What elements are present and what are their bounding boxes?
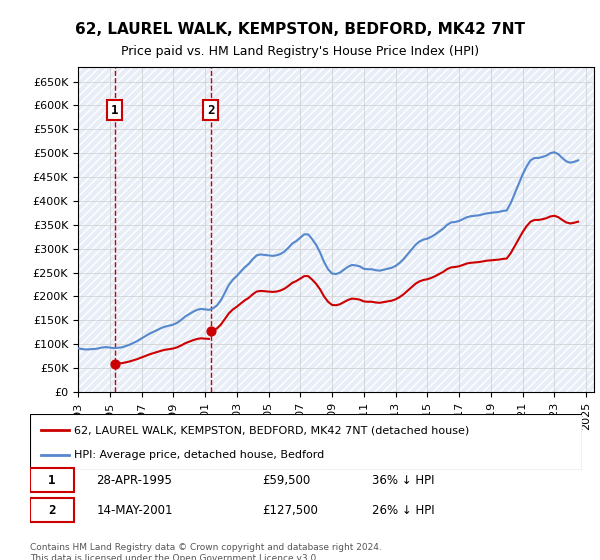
Text: 36% ↓ HPI: 36% ↓ HPI [372,474,435,487]
Text: £127,500: £127,500 [262,504,318,517]
Text: 62, LAUREL WALK, KEMPSTON, BEDFORD, MK42 7NT (detached house): 62, LAUREL WALK, KEMPSTON, BEDFORD, MK42… [74,425,469,435]
Text: 28-APR-1995: 28-APR-1995 [96,474,172,487]
Point [206,326,215,335]
Point [110,359,119,368]
Text: Contains HM Land Registry data © Crown copyright and database right 2024.
This d: Contains HM Land Registry data © Crown c… [30,543,382,560]
Text: 2: 2 [49,504,56,517]
Text: 1: 1 [49,474,56,487]
Text: 2: 2 [207,104,215,116]
FancyBboxPatch shape [30,414,582,470]
Text: 62, LAUREL WALK, KEMPSTON, BEDFORD, MK42 7NT: 62, LAUREL WALK, KEMPSTON, BEDFORD, MK42… [75,22,525,38]
FancyBboxPatch shape [30,468,74,492]
Text: Price paid vs. HM Land Registry's House Price Index (HPI): Price paid vs. HM Land Registry's House … [121,45,479,58]
Text: 26% ↓ HPI: 26% ↓ HPI [372,504,435,517]
Text: 14-MAY-2001: 14-MAY-2001 [96,504,173,517]
Text: HPI: Average price, detached house, Bedford: HPI: Average price, detached house, Bedf… [74,450,325,460]
FancyBboxPatch shape [30,498,74,522]
Text: £59,500: £59,500 [262,474,310,487]
Text: 1: 1 [111,104,119,116]
